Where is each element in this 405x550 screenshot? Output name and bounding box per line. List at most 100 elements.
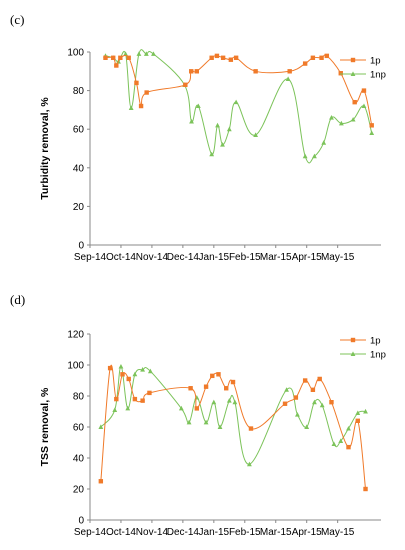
x-tick-label: Oct-14 [106,252,136,263]
series-1np [98,363,368,467]
y-tick-label: 40 [73,454,85,465]
data-point-1np [195,103,201,109]
data-point-1np [136,51,142,56]
data-point-1p [194,69,200,74]
data-point-1np [128,105,134,110]
legend-marker-1np [350,351,356,356]
data-point-1np [186,419,192,425]
data-point-1p [233,55,239,60]
data-point-1p [118,55,123,60]
data-point-1p [107,365,113,371]
data-point-1p [230,379,236,385]
data-point-1p [287,69,292,74]
series-1p [103,53,374,128]
panel-label: (c) [10,12,24,27]
legend-label-1np: 1np [370,350,386,361]
data-point-1p [183,82,188,88]
x-tick-label: Jan-15 [199,252,230,263]
data-point-1p [132,396,138,402]
data-point-1p [293,395,299,400]
legend-marker-1p [350,337,356,343]
y-axis-title: Turbidity removal, % [39,97,51,200]
data-point-1np [220,142,225,147]
data-point-1p [228,57,234,62]
data-point-1p [111,55,116,60]
data-point-1p [253,69,258,74]
panel-label: (d) [10,292,25,307]
series-line-1p [105,54,373,126]
x-tick-label: Apr-15 [292,252,322,263]
x-tick-label: May-15 [321,252,355,263]
y-tick-label: 120 [67,330,84,341]
data-point-1p [310,387,316,392]
data-point-1p [114,396,119,402]
x-tick-label: Jan-15 [199,527,230,538]
data-point-1np [284,387,289,392]
data-point-1p [329,400,334,405]
data-point-1np [361,103,367,109]
data-point-1np [302,153,308,159]
data-point-1p [310,55,316,60]
data-point-1p [209,55,214,60]
x-tick-label: Mar-15 [260,252,292,263]
data-point-1np [338,120,344,126]
data-point-1np [226,398,232,403]
data-point-1p [210,373,215,379]
data-point-1np [232,399,238,405]
data-point-1p [324,53,330,59]
y-tick-label: 100 [67,48,84,59]
data-point-1p [138,103,144,109]
data-point-1np [350,116,356,122]
data-point-1p [369,123,374,128]
data-point-1np [233,99,239,105]
data-point-1np [312,153,317,159]
data-point-1np [346,425,351,431]
data-point-1np [329,115,334,120]
data-point-1p [224,386,229,391]
data-point-1np [355,410,361,416]
data-point-1p [248,426,254,431]
data-point-1np [151,51,156,56]
data-point-1np [321,140,327,145]
legend-label-1p: 1p [370,336,381,347]
data-point-1p [352,99,357,105]
series-1np [103,49,375,164]
data-point-1p [114,63,119,68]
data-point-1np [331,441,337,447]
data-point-1p [120,372,125,377]
data-point-1np [312,399,317,405]
data-point-1p [214,53,220,59]
data-point-1np [338,438,344,443]
data-point-1np [140,367,146,372]
x-tick-label: May-15 [321,527,355,538]
x-tick-label: Nov-14 [136,527,169,538]
data-point-1p [140,398,145,403]
legend-label-1p: 1p [370,56,381,67]
data-point-1p [363,486,368,492]
data-point-1p [134,80,139,86]
data-point-1np [217,424,223,429]
data-point-1np [147,368,153,374]
legend-label-1np: 1np [370,70,386,81]
data-point-1p [361,88,367,93]
x-tick-label: Sep-14 [74,527,107,538]
data-point-1p [103,55,108,60]
data-point-1np [215,122,220,128]
data-point-1np [203,419,209,425]
y-tick-label: 80 [73,86,85,97]
data-point-1p [302,61,308,66]
y-tick-label: 60 [73,125,85,136]
x-tick-label: Feb-15 [229,252,261,263]
series-1p [98,364,368,492]
y-axis-title: TSS removal, % [39,387,51,466]
series-line-1np [100,366,366,465]
y-tick-label: 0 [78,516,84,527]
data-point-1p [126,376,131,382]
data-point-1p [189,69,194,74]
y-tick-label: 20 [73,202,85,213]
data-point-1p [338,71,343,76]
